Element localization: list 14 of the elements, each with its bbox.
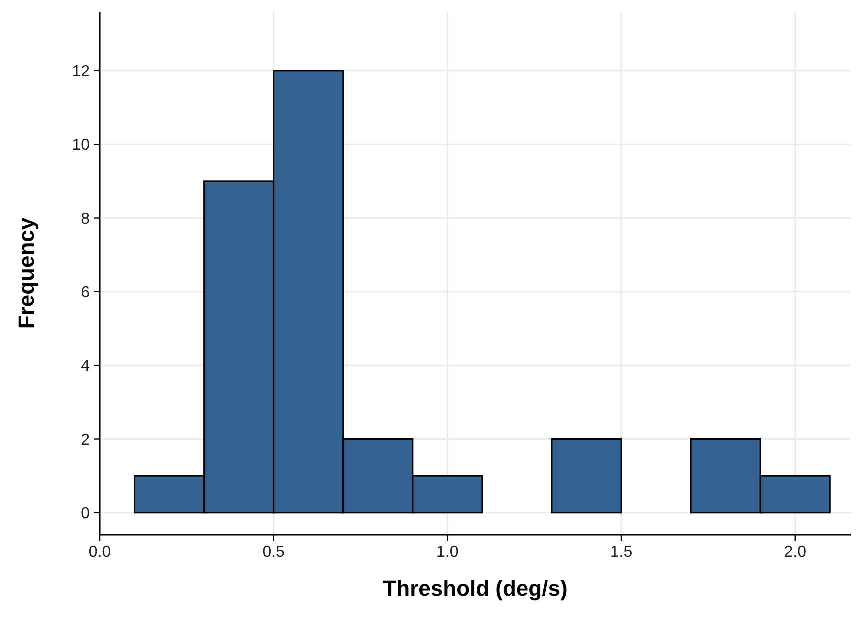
y-tick-label: 2 [81, 432, 90, 449]
y-tick-label: 6 [81, 284, 90, 302]
x-tick-label: 0.0 [88, 544, 112, 561]
y-tick-label: 10 [72, 137, 90, 154]
x-tick-label: 1.5 [610, 544, 633, 561]
y-tick-label: 12 [72, 64, 90, 81]
y-tick-label: 4 [81, 358, 90, 376]
y-tick-label: 0 [81, 506, 90, 522]
x-tick-label: 0.5 [262, 544, 286, 561]
x-tick-label: 2.0 [784, 544, 807, 561]
y-tick-label: 8 [81, 210, 90, 228]
y-axis-title: Frequency [14, 217, 39, 330]
x-tick-label: 1.0 [436, 544, 459, 561]
x-axis-title: Threshold (deg/s) [383, 576, 568, 601]
